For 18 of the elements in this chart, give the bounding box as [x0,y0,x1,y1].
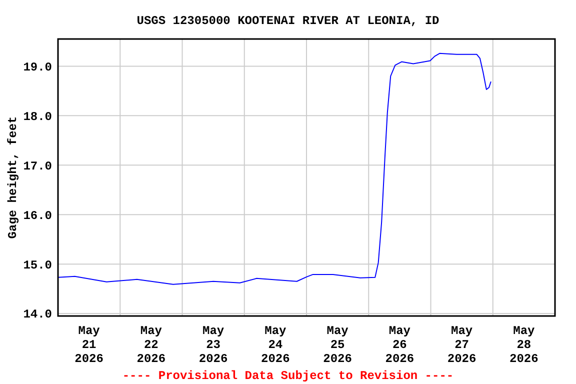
x-tick-label: May 23 2026 [198,324,228,366]
x-tick-label: May 22 2026 [136,324,166,366]
y-tick-label: 15.0 [23,258,52,272]
y-axis-title: Gage height, feet [6,116,20,239]
y-tick-label: 16.0 [23,208,52,223]
text: ---- Provisional Data Subject to Revision ---- [122,369,454,383]
x-tick-label: May 28 2026 [510,324,538,366]
y-tick-label: 18.0 [23,110,52,124]
x-tick-label: May 24 2026 [261,324,290,366]
x-tick-label: May 21 2026 [74,324,104,366]
y-tick-label: 19.0 [23,60,52,74]
x-tick-label: May 27 2026 [447,324,476,366]
x-tick-label: May 26 2026 [385,324,414,366]
x-tick-label: May 25 2026 [323,324,352,366]
chart-title: USGS 12305000 KOOTENAI RIVER AT LEONIA, ID [136,14,440,28]
y-tick-label: 17.0 [23,159,52,174]
y-tick-label: 14.0 [23,308,52,322]
line-series [58,52,492,285]
